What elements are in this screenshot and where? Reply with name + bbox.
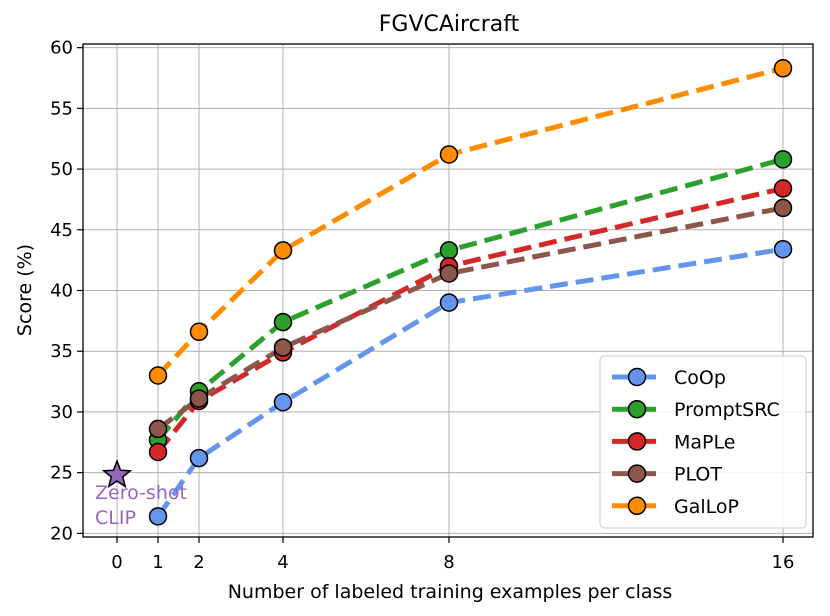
y-tick-label: 20 (50, 523, 73, 544)
x-tick-label: 0 (111, 552, 122, 573)
y-tick-label: 55 (50, 98, 73, 119)
data-point-plot (189, 389, 209, 408)
legend-marker-maple (627, 432, 647, 451)
y-axis-label: Score (%) (14, 244, 36, 336)
x-tick-label: 8 (443, 552, 454, 573)
data-point-plot (148, 419, 168, 439)
data-point-maple (773, 179, 793, 198)
legend-box (599, 355, 807, 529)
chart-title: FGVCAircraft (379, 12, 520, 37)
axis-ticks: 0 1 2 4 8 16 20 25 30 35 40 45 50 55 60 (50, 38, 794, 573)
legend-marker-plot (627, 464, 647, 483)
y-tick-label: 60 (50, 38, 73, 59)
zero-shot-label: Zero-shot (95, 482, 187, 504)
data-point-promptsrc (773, 150, 793, 169)
y-tick-label: 35 (50, 341, 73, 362)
data-point-plot (773, 198, 793, 218)
y-tick-label: 45 (50, 220, 73, 241)
legend-marker-coop (627, 367, 647, 387)
x-axis-label: Number of labeled training examples per … (228, 581, 673, 603)
y-tick-label: 25 (50, 463, 73, 484)
legend-label-promptsrc: PromptSRC (674, 399, 780, 421)
legend-marker-gallop (627, 496, 647, 516)
series-layer (148, 59, 793, 526)
data-point-gallop (148, 366, 168, 385)
zero-shot-label: CLIP (95, 507, 136, 529)
legend-label-maple: MaPLe (674, 431, 735, 453)
data-point-coop (189, 448, 209, 468)
y-tick-label: 50 (50, 159, 73, 180)
zero-shot-group: Zero-shot CLIP (95, 458, 187, 529)
zero-shot-star (101, 458, 133, 489)
legend: CoOp PromptSRC MaPLe PLOT GalLoP (599, 355, 807, 529)
data-point-gallop (773, 59, 793, 78)
y-tick-label: 30 (50, 402, 73, 423)
x-tick-label: 4 (277, 552, 288, 573)
x-tick-label: 16 (772, 552, 795, 573)
x-tick-label: 1 (152, 552, 163, 573)
data-point-promptsrc (439, 241, 459, 260)
data-point-plot (439, 264, 459, 283)
legend-label-coop: CoOp (674, 367, 726, 389)
data-point-coop (439, 293, 459, 312)
data-point-coop (148, 507, 168, 526)
data-point-gallop (189, 322, 209, 342)
series-line-plot (156, 205, 784, 431)
data-point-coop (773, 239, 793, 259)
data-point-plot (273, 338, 293, 357)
legend-label-gallop: GalLoP (674, 496, 739, 518)
y-tick-label: 40 (50, 281, 73, 302)
data-point-gallop (439, 145, 459, 164)
series-line-gallop (156, 65, 784, 378)
grid-lines (83, 44, 813, 537)
data-point-promptsrc (273, 312, 293, 332)
data-point-coop (273, 392, 293, 412)
legend-marker-promptsrc (627, 399, 647, 419)
data-point-maple (148, 442, 168, 462)
legend-label-plot: PLOT (674, 464, 722, 486)
data-point-gallop (273, 241, 293, 260)
x-tick-label: 2 (193, 552, 204, 573)
